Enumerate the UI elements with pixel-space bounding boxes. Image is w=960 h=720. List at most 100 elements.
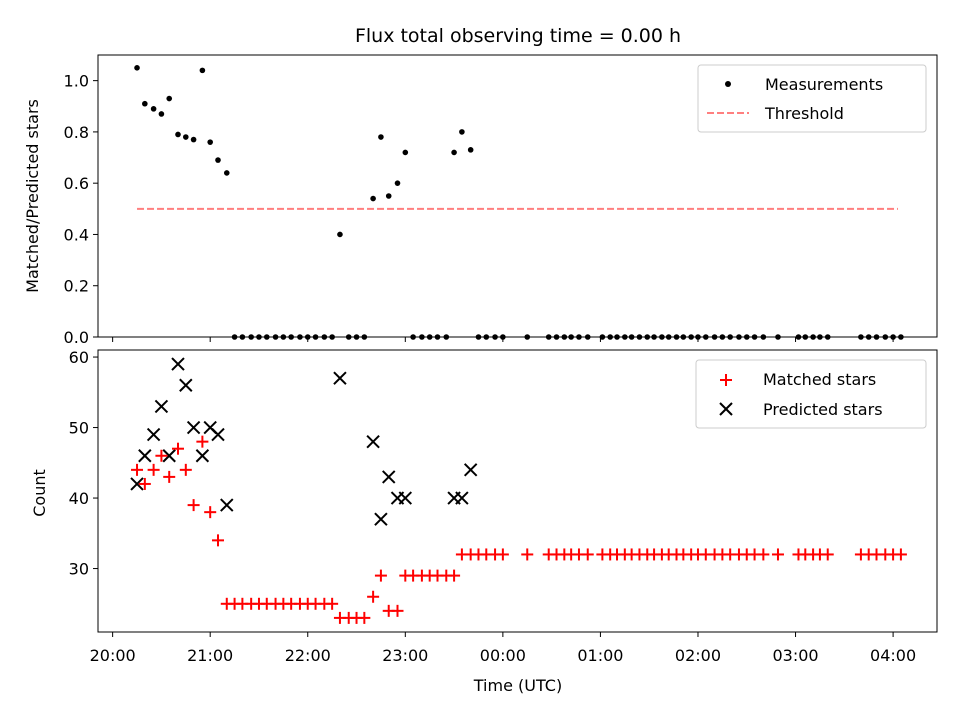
bottom-xtick-label: 02:00 [675, 646, 721, 665]
measurement-point [688, 334, 694, 340]
bottom-x-ticks: 20:00 21:00 22:00 23:00 00:00 01:00 02:00 03:00… [90, 632, 916, 665]
bottom-ytick-label: 40 [69, 489, 89, 508]
measurement-point [272, 334, 279, 340]
top-ytick-label: 1.0 [64, 72, 89, 91]
measurement-point [553, 334, 560, 340]
measurement-point [751, 334, 758, 340]
measurement-point [483, 334, 490, 340]
matched-star-marker [179, 463, 192, 476]
measurement-point [644, 334, 651, 340]
measurement-point [231, 334, 238, 340]
measurement-point [467, 147, 474, 153]
measurement-point [898, 334, 904, 340]
legend-predicted-label: Predicted stars [763, 400, 883, 419]
bottom-y-ticks: 30 40 50 60 [69, 348, 98, 579]
x-axis-label: Time (UTC) [473, 676, 562, 695]
measurement-point [858, 334, 864, 340]
matched-star-marker [448, 569, 461, 582]
top-axes-frame [97, 54, 938, 338]
measurement-point [636, 334, 643, 340]
matched-star-marker [155, 449, 168, 462]
predicted-star-marker [130, 477, 144, 491]
top-ytick-label: 0.4 [64, 225, 89, 244]
measurement-point [882, 334, 889, 340]
matched-star-marker [771, 548, 784, 561]
measurement-point [385, 193, 392, 199]
measurement-point [361, 334, 368, 340]
predicted-star-marker [171, 357, 185, 371]
measurement-point [775, 334, 781, 340]
measurement-point [312, 334, 319, 340]
matched-star-marker [358, 611, 371, 624]
predicted-star-marker [138, 449, 152, 463]
matched-star-marker [367, 590, 380, 603]
bottom-legend: Matched stars Predicted stars [695, 359, 927, 429]
legend-matched-marker [720, 374, 732, 386]
matched-star-marker [204, 506, 217, 519]
measurement-point [280, 334, 287, 340]
measurement-point [443, 334, 450, 340]
top-x-ticks [112, 337, 894, 342]
measurement-point [873, 334, 880, 340]
measurement-point [680, 334, 687, 340]
measurement-point [166, 95, 173, 102]
measurements-series [134, 65, 904, 340]
measurement-point [345, 334, 352, 340]
measurement-point [183, 134, 189, 140]
measurement-point [524, 334, 531, 340]
top-ytick-label: 0.2 [64, 277, 89, 296]
matched-star-marker [147, 463, 160, 476]
top-axes: 0.0 0.2 0.4 0.6 0.8 1.0 Matched/Predicted sta… [23, 54, 938, 347]
matched-star-marker [496, 548, 509, 561]
predicted-star-marker [186, 420, 201, 435]
measurement-point [410, 334, 416, 340]
bottom-xtick-label: 00:00 [480, 646, 526, 665]
bottom-y-axis-label: Count [30, 469, 49, 517]
measurement-point [329, 334, 335, 340]
measurement-point [599, 334, 606, 340]
measurement-point [743, 334, 750, 340]
top-ytick-label: 0.6 [64, 174, 89, 193]
measurement-point [158, 111, 165, 117]
measurement-point [475, 334, 482, 340]
measurement-point [817, 334, 823, 340]
bottom-xtick-label: 22:00 [285, 646, 331, 665]
measurement-point [576, 334, 582, 340]
measurement-point [142, 100, 148, 107]
predicted-star-marker [374, 512, 388, 526]
matched-star-marker [374, 569, 387, 582]
measurement-point [628, 334, 635, 340]
legend-predicted-marker [719, 402, 733, 416]
matched-star-marker [894, 548, 907, 561]
measurement-point [248, 334, 254, 340]
measurement-point [659, 334, 665, 340]
top-legend: Measurements Threshold [697, 64, 927, 133]
matched-star-marker [171, 442, 184, 455]
bottom-xtick-label: 20:00 [90, 646, 136, 665]
matched-star-marker [211, 534, 224, 547]
predicted-star-marker [220, 498, 234, 512]
predicted-stars-series [130, 357, 478, 526]
measurement-point [584, 334, 591, 340]
top-legend-frame [697, 64, 927, 133]
matched-star-marker [581, 548, 594, 561]
bottom-legend-frame [695, 359, 927, 429]
measurement-point [459, 129, 465, 135]
bottom-xtick-label: 03:00 [772, 646, 818, 665]
bottom-xtick-label: 21:00 [187, 646, 233, 665]
bottom-xtick-label: 23:00 [382, 646, 428, 665]
measurement-point [256, 334, 262, 340]
bottom-xtick-label: 01:00 [577, 646, 623, 665]
measurement-point [337, 231, 343, 238]
top-ytick-label: 0.8 [64, 123, 89, 142]
predicted-star-marker [195, 449, 210, 463]
measurement-point [865, 334, 872, 340]
predicted-star-marker [154, 399, 169, 414]
measurement-point [736, 334, 742, 340]
measurement-point [607, 334, 613, 340]
top-y-ticks: 0.0 0.2 0.4 0.6 0.8 1.0 [64, 72, 98, 347]
top-ytick-label: 0.0 [64, 328, 89, 347]
matched-star-marker [138, 477, 151, 490]
bottom-axes: 30 40 50 60 20:00 21:00 22:00 23:00 00:00 01:00 0… [30, 348, 938, 695]
